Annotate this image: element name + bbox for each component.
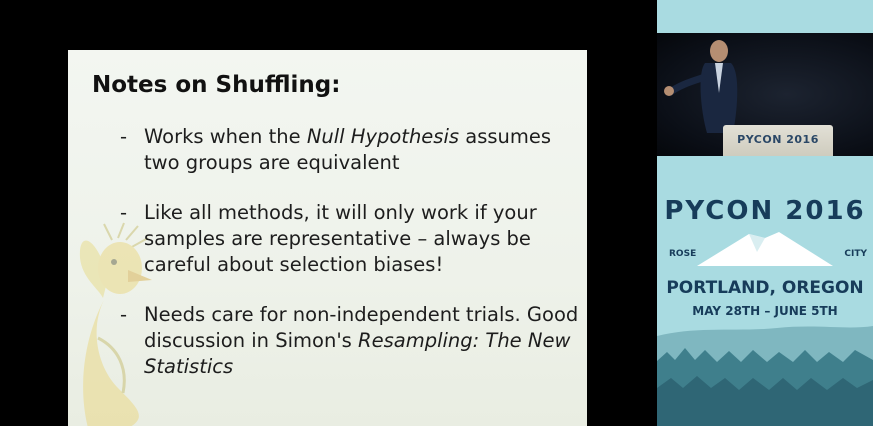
bullet-dash: - — [120, 303, 128, 326]
bullet-item: - Works when the Null Hypothesis assumes… — [120, 124, 580, 176]
bullet-list: - Works when the Null Hypothesis assumes… — [120, 124, 580, 404]
presentation-slide: Notes on Shuffling: - Works when the Nul… — [68, 50, 587, 426]
bullet-dash: - — [120, 125, 128, 148]
conference-sidebar: PYCON 2016 PYCON 2016 ROSE CITY PORTLAND… — [657, 0, 873, 426]
poster-right-label: CITY — [844, 249, 867, 259]
poster-left-label: ROSE — [669, 249, 697, 259]
bullet-dash: - — [120, 201, 128, 224]
bullet-text: Like all methods, it will only work if y… — [144, 201, 537, 276]
bullet-text: Works when the Null Hypothesis assumes t… — [144, 125, 552, 174]
poster-dates: MAY 28TH – JUNE 5TH — [692, 304, 838, 318]
emphasis-text: Resampling: The New Statistics — [144, 329, 571, 378]
bullet-item: - Needs care for non-independent trials.… — [120, 302, 580, 380]
mountain-landscape-icon — [657, 232, 873, 426]
podium: PYCON 2016 — [723, 125, 833, 156]
speaker-camera-view: PYCON 2016 — [657, 33, 873, 156]
bullet-item: - Like all methods, it will only work if… — [120, 200, 580, 278]
emphasis-text: Null Hypothesis — [306, 125, 460, 148]
slide-title: Notes on Shuffling: — [92, 72, 341, 98]
poster-title: PYCON 2016 — [664, 196, 866, 226]
mascot-watermark-icon — [79, 222, 152, 426]
conference-poster: PYCON 2016 ROSE CITY PORTLAND, OREGON MA… — [657, 156, 873, 426]
bullet-text: Needs care for non-independent trials. G… — [144, 303, 579, 378]
podium-label: PYCON 2016 — [737, 133, 819, 146]
speaker-figure-icon — [664, 40, 738, 133]
poster-location: PORTLAND, OREGON — [666, 278, 864, 298]
